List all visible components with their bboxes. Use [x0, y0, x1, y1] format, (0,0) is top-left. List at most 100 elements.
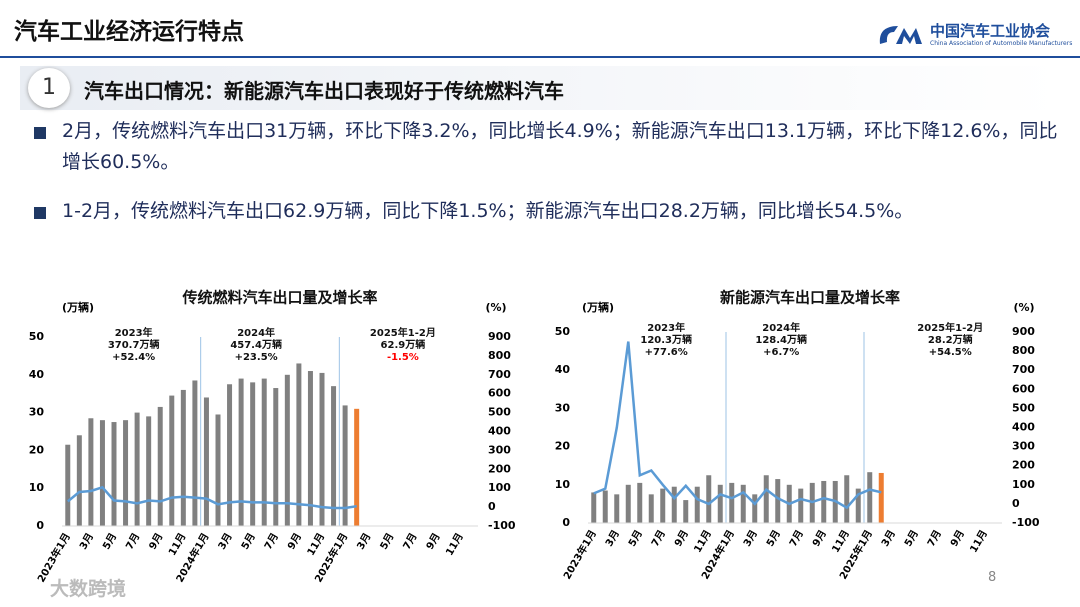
bullet-text: 2月，传统燃料汽车出口31万辆，环比下降3.2%，同比增长4.9%；新能源汽车出…	[62, 120, 1058, 173]
y2-tick-label: 300	[488, 443, 511, 456]
x-tick-label: 7月	[262, 531, 281, 552]
bar	[238, 378, 244, 526]
y-tick-label: 50	[555, 325, 571, 338]
y2-tick-label: 500	[488, 406, 511, 419]
y2-tick-label: 100	[488, 481, 511, 494]
bar	[694, 486, 700, 523]
bar	[637, 482, 643, 523]
annotation: 2025年1-2月	[370, 326, 436, 339]
x-tick-label: 3月	[741, 528, 760, 549]
y2-tick-label: 900	[488, 330, 511, 343]
watermark: 大数跨境	[50, 578, 127, 600]
bullet-marker	[34, 127, 46, 139]
bar	[775, 479, 781, 523]
section-number: 1	[28, 68, 70, 108]
section-title: 汽车出口情况：新能源汽车出口表现好于传统燃料汽车	[84, 79, 564, 103]
y2-axis-label: (%)	[485, 301, 506, 314]
x-tick-label: 5月	[902, 528, 921, 549]
annotation: 62.9万辆	[381, 338, 426, 351]
bar	[65, 444, 71, 526]
bar	[215, 414, 221, 526]
x-tick-label: 5月	[764, 528, 783, 549]
annotation: 2025年1-2月	[917, 321, 983, 334]
bar	[331, 386, 337, 526]
annotation: 2024年	[762, 321, 800, 334]
x-tick-label: 5月	[100, 531, 119, 552]
bar	[88, 418, 94, 526]
line	[593, 341, 882, 510]
annotation: 28.2万辆	[928, 333, 973, 346]
bar	[855, 488, 861, 523]
y-tick-label: 0	[36, 519, 44, 532]
y2-tick-label: 0	[488, 500, 496, 513]
y2-tick-label: 400	[488, 425, 511, 438]
y-tick-label: 30	[555, 401, 571, 414]
x-tick-label: 11月	[830, 528, 852, 555]
bar	[342, 405, 348, 526]
annotation: 370.7万辆	[108, 338, 160, 351]
y-tick-label: 40	[29, 368, 45, 381]
bar	[798, 488, 804, 523]
bar	[821, 480, 827, 523]
bar	[740, 484, 746, 523]
bar	[614, 494, 620, 523]
y2-tick-label: 500	[1012, 401, 1035, 414]
x-tick-label: 11月	[166, 531, 188, 558]
bar	[844, 475, 850, 523]
annotation: 128.4万辆	[755, 333, 807, 346]
y-tick-label: 0	[562, 516, 570, 529]
y2-tick-label: 200	[1012, 459, 1035, 472]
x-tick-label: 11月	[305, 531, 327, 558]
bar	[867, 472, 873, 523]
logo-subtext: China Association of Automobile Manufact…	[930, 40, 1073, 47]
y2-tick-label: 800	[1012, 344, 1035, 357]
annotation: 120.3万辆	[640, 333, 692, 346]
bar	[192, 380, 198, 526]
x-tick-label: 11月	[968, 528, 990, 555]
x-tick-label: 9月	[948, 528, 967, 549]
y2-tick-label: 600	[488, 387, 511, 400]
bar	[180, 389, 186, 526]
annotation: 457.4万辆	[230, 338, 282, 351]
x-tick-label: 2023年1月	[560, 528, 599, 582]
y-tick-label: 20	[29, 443, 45, 456]
x-tick-label: 3月	[77, 531, 96, 552]
y2-tick-label: 400	[1012, 421, 1035, 434]
x-tick-label: 11月	[692, 528, 714, 555]
annotation: +77.6%	[645, 347, 688, 358]
x-tick-label: 5月	[626, 528, 645, 549]
bar	[671, 486, 677, 523]
line	[67, 485, 357, 510]
bar	[99, 420, 105, 526]
bar	[648, 494, 654, 523]
y2-tick-label: 600	[1012, 382, 1035, 395]
bar	[250, 382, 256, 526]
x-tick-label: 7月	[123, 531, 142, 552]
annotation: 2024年	[237, 326, 275, 339]
bar	[752, 494, 758, 523]
bar	[284, 374, 290, 526]
bar	[169, 395, 175, 526]
bar	[683, 500, 689, 523]
x-tick-label: 3月	[879, 528, 898, 549]
bar	[602, 490, 608, 523]
bar	[273, 388, 279, 526]
logo-text: 中国汽车工业协会	[930, 22, 1051, 40]
y-axis-label: (万辆)	[62, 300, 94, 314]
y2-tick-label: 900	[1012, 325, 1035, 338]
section-band	[20, 66, 1060, 110]
x-tick-label: 3月	[355, 531, 374, 552]
annotation: +6.7%	[763, 347, 799, 358]
x-tick-label: 9月	[810, 528, 829, 549]
bar	[878, 472, 884, 523]
page-number: 8	[988, 570, 997, 585]
x-tick-label: 9月	[672, 528, 691, 549]
bar	[307, 371, 313, 526]
annotation: 2023年	[647, 321, 685, 334]
bar	[296, 363, 302, 526]
x-tick-label: 5月	[378, 531, 397, 552]
x-tick-label: 7月	[649, 528, 668, 549]
y-tick-label: 10	[555, 478, 571, 491]
